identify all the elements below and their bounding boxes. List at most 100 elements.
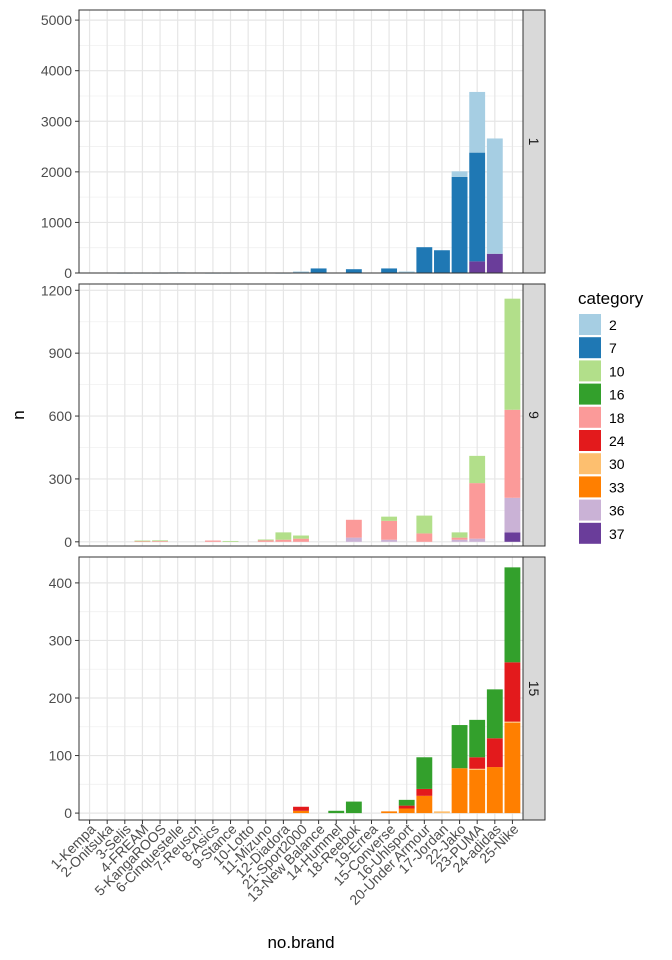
bar-segment-18 <box>504 409 521 498</box>
legend-label: 18 <box>609 410 625 426</box>
bar-segment-33 <box>416 795 433 814</box>
bar-segment-7 <box>310 268 327 273</box>
legend-key-37 <box>579 522 601 544</box>
bar-segment-2 <box>486 138 503 254</box>
bar-segment-10 <box>152 540 168 542</box>
bar-segment-18 <box>381 520 398 540</box>
bar-segment-24 <box>469 757 486 769</box>
y-tick-label: 5000 <box>41 12 72 28</box>
bar-segment-18 <box>275 539 292 542</box>
bar-segment-2 <box>451 171 468 177</box>
facet-strip-label: 15 <box>526 681 542 697</box>
bar-segment-10 <box>134 540 151 542</box>
bar-segment-33 <box>504 722 521 814</box>
facet-strip-label: 1 <box>526 138 542 146</box>
bar-segment-10 <box>275 532 292 540</box>
bar-segment-33 <box>293 810 309 814</box>
bar-segment-24 <box>398 805 415 809</box>
bar-segment-18 <box>416 533 433 542</box>
bar-segment-36 <box>345 537 362 542</box>
legend-label: 24 <box>609 433 625 449</box>
y-tick-label: 100 <box>49 748 73 764</box>
legend-label: 7 <box>609 340 617 356</box>
legend-key-24 <box>579 430 601 451</box>
bar-segment-16 <box>398 799 415 806</box>
bar-segment-36 <box>504 497 521 533</box>
legend-label: 16 <box>609 387 625 403</box>
bar-segment-18 <box>293 538 309 542</box>
y-tick-label: 600 <box>49 408 73 424</box>
bar-segment-36 <box>451 539 468 542</box>
y-tick-label: 3000 <box>41 113 72 129</box>
bar-segment-7 <box>451 176 468 273</box>
bar-segment-18 <box>204 540 221 542</box>
bar-segment-33 <box>398 808 415 814</box>
facet-strip-label: 9 <box>526 411 542 419</box>
bar-segment-10 <box>381 516 398 521</box>
bar-segment-18 <box>345 519 362 538</box>
legend-key-2 <box>579 314 601 335</box>
y-tick-label: 1000 <box>41 214 72 230</box>
bar-segment-16 <box>328 810 345 814</box>
facet-panel: 0 300 600 900 1200 9 <box>41 282 546 550</box>
y-tick-label: 200 <box>49 690 73 706</box>
bar-segment-16 <box>504 567 521 663</box>
legend-label: 37 <box>609 526 625 542</box>
bar-segment-10 <box>451 532 468 538</box>
bar-segment-2 <box>469 91 486 153</box>
bar-segment-10 <box>469 455 486 484</box>
bar-segment-36 <box>381 539 398 542</box>
facet-strip <box>522 556 546 821</box>
bar-segment-18 <box>257 540 274 542</box>
bar-segment-7 <box>345 269 362 273</box>
facet-panel: 0 100 200 300 400 15 <box>49 556 546 821</box>
facet-panels: 0 1000 2000 3000 4000 5000 1 0 300 600 900 1200 9 0 10… <box>41 9 546 821</box>
y-tick-label: 300 <box>49 632 73 648</box>
facet-panel: 0 1000 2000 3000 4000 5000 1 <box>41 9 546 281</box>
y-tick-label: 0 <box>64 805 72 821</box>
legend: category 2 7 10 16 18 24 30 33 36 37 <box>578 289 644 544</box>
bar-segment-7 <box>416 247 433 273</box>
y-tick-label: 300 <box>49 471 73 487</box>
bar-segment-16 <box>451 725 468 769</box>
legend-key-7 <box>579 337 601 359</box>
y-tick-label: 900 <box>49 345 73 361</box>
bar-segment-2 <box>293 271 309 273</box>
legend-label: 36 <box>609 503 625 519</box>
legend-key-33 <box>579 476 601 498</box>
bar-segment-33 <box>486 767 503 814</box>
bar-segment-18 <box>134 541 151 542</box>
bar-segment-7 <box>469 152 486 262</box>
bar-segment-30 <box>469 768 486 770</box>
x-axis-tick-labels: 1-Kempa2-Onitsuka3-Selis4-FREAM5-KangaRO… <box>47 820 522 908</box>
facet-strip <box>522 9 546 274</box>
bar-segment-16 <box>345 801 362 814</box>
bar-segment-37 <box>486 253 503 273</box>
legend-key-16 <box>579 383 601 405</box>
bar-segment-10 <box>293 535 309 539</box>
y-tick-label: 4000 <box>41 63 72 79</box>
bar-segment-24 <box>504 662 521 722</box>
legend-key-10 <box>579 360 601 382</box>
bar-segment-18 <box>469 483 486 539</box>
legend-key-36 <box>579 499 601 521</box>
bar-segment-16 <box>416 757 433 789</box>
y-tick-label: 0 <box>64 534 72 550</box>
y-tick-label: 2000 <box>41 164 72 180</box>
bar-segment-16 <box>469 719 486 758</box>
legend-label: 2 <box>609 317 617 333</box>
bar-segment-24 <box>486 738 503 768</box>
bar-segment-10 <box>257 539 274 541</box>
bar-segment-36 <box>469 538 486 542</box>
bar-segment-33 <box>469 769 486 814</box>
y-axis-title: n <box>9 410 28 419</box>
bar-segment-7 <box>434 250 450 273</box>
x-axis-title: no.brand <box>267 933 334 952</box>
bar-segment-37 <box>469 261 486 273</box>
bar-segment-30 <box>504 721 521 723</box>
legend-label: 30 <box>609 456 625 472</box>
bar-segment-33 <box>451 768 468 814</box>
bar-segment-16 <box>486 689 503 739</box>
bar-segment-18 <box>451 537 468 540</box>
legend-title: category <box>578 289 644 308</box>
